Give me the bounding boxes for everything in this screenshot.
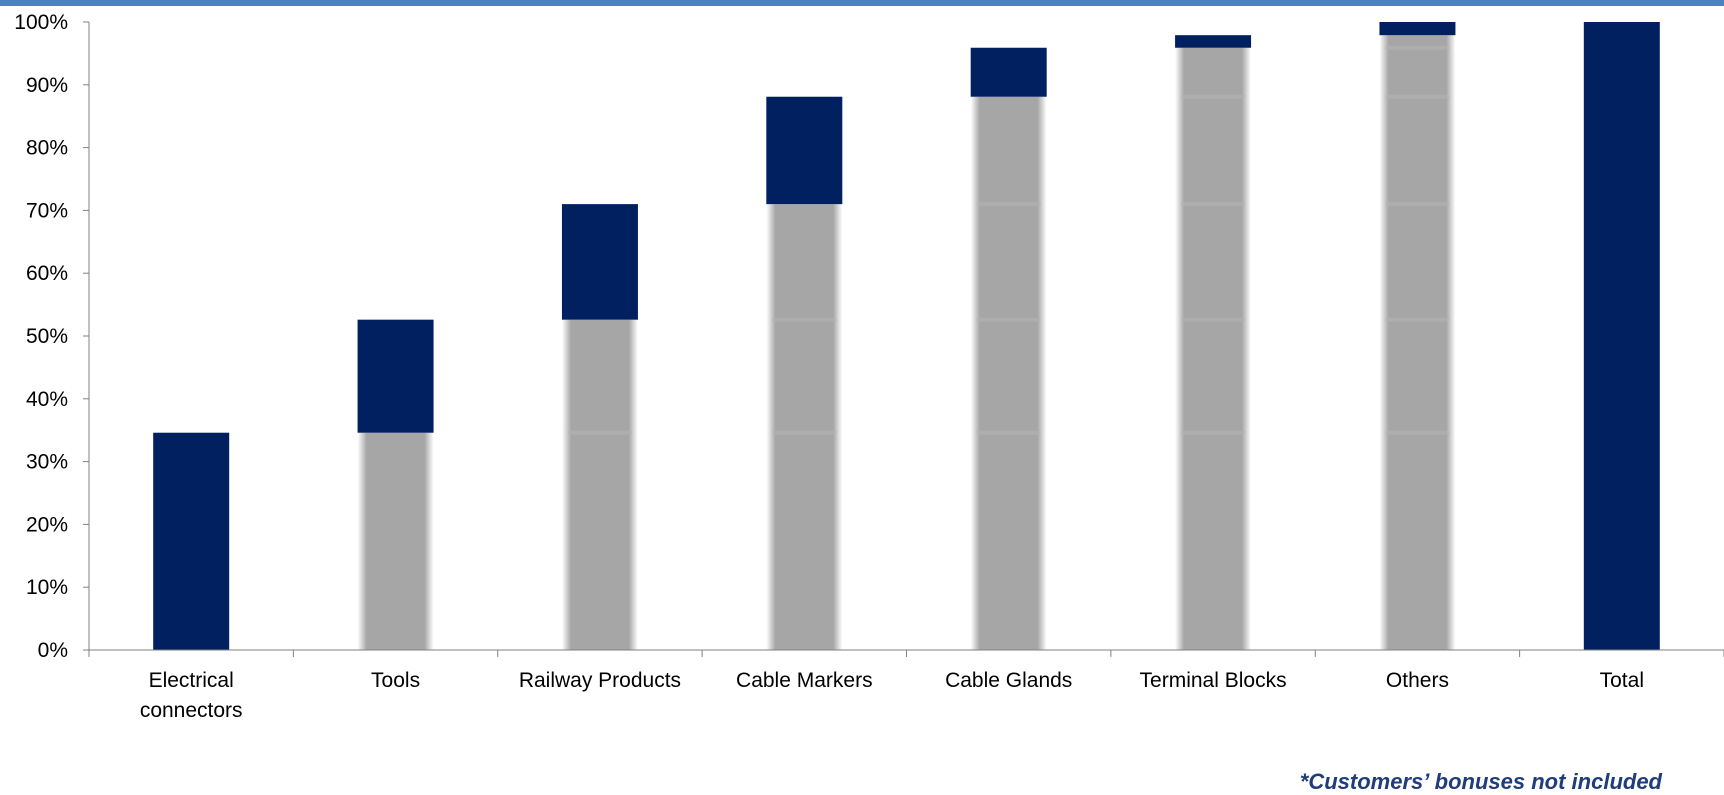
y-tick-label: 60% [26,262,68,285]
y-tick-label: 40% [26,388,68,411]
bars-group [153,22,1660,651]
y-tick-label: 30% [26,451,68,474]
y-tick-label: 50% [26,325,68,348]
bar-base-seam [772,317,837,322]
bar-base-seam [1181,94,1246,99]
bar-base-seam [1181,202,1246,207]
axes-group: 0% 10% 20% 30% 40% 50% 60% 70% 80% 90% 100% Electri… [14,11,1724,722]
y-tick-label: 10% [26,576,68,599]
bar-base-seam [567,430,632,435]
bar-increment [153,432,230,650]
bar-increment [970,47,1047,97]
bar-base [1175,47,1252,651]
bar-increment [561,204,638,320]
bar-base [1379,35,1456,651]
bar-base-seam [1385,317,1450,322]
bar-base [766,204,843,650]
bar-base [561,319,638,650]
x-category-label: Others [1386,669,1449,692]
y-tick-label: 100% [14,11,68,34]
bar-base [970,96,1047,651]
x-category-label: Tools [371,669,420,692]
x-category-label: Electrical connectors [140,669,243,722]
x-category-label: Cable Markers [736,669,873,692]
x-category-label: Cable Glands [945,669,1072,692]
bar-base-seam [1385,202,1450,207]
bar-increment [357,319,434,433]
footnote: *Customers’ bonuses not included [1299,769,1662,794]
bar-base-seam [1181,430,1246,435]
bar-increment [1175,35,1252,48]
y-tick-label: 70% [26,199,68,222]
bar-base-seam [1385,430,1450,435]
bar-increment [1379,22,1456,36]
bar-base-seam [976,317,1041,322]
bar-base-seam [1181,317,1246,322]
bar-base-seam [772,430,837,435]
bar-base-seam [976,430,1041,435]
y-tick-label: 90% [26,74,68,97]
y-tick-label: 80% [26,137,68,160]
x-category-label: Total [1600,669,1644,692]
bar-base-seam [1385,45,1450,50]
y-tick-label: 0% [38,639,68,662]
bar-increment [766,96,843,205]
y-tick-label: 20% [26,513,68,536]
bar-increment [1583,22,1660,650]
bar-base [357,432,434,650]
x-category-label: Terminal Blocks [1140,669,1287,692]
bar-base-seam [976,202,1041,207]
bar-base-seam [1385,94,1450,99]
top-rule [0,0,1724,6]
x-category-label: Railway Products [519,669,681,692]
